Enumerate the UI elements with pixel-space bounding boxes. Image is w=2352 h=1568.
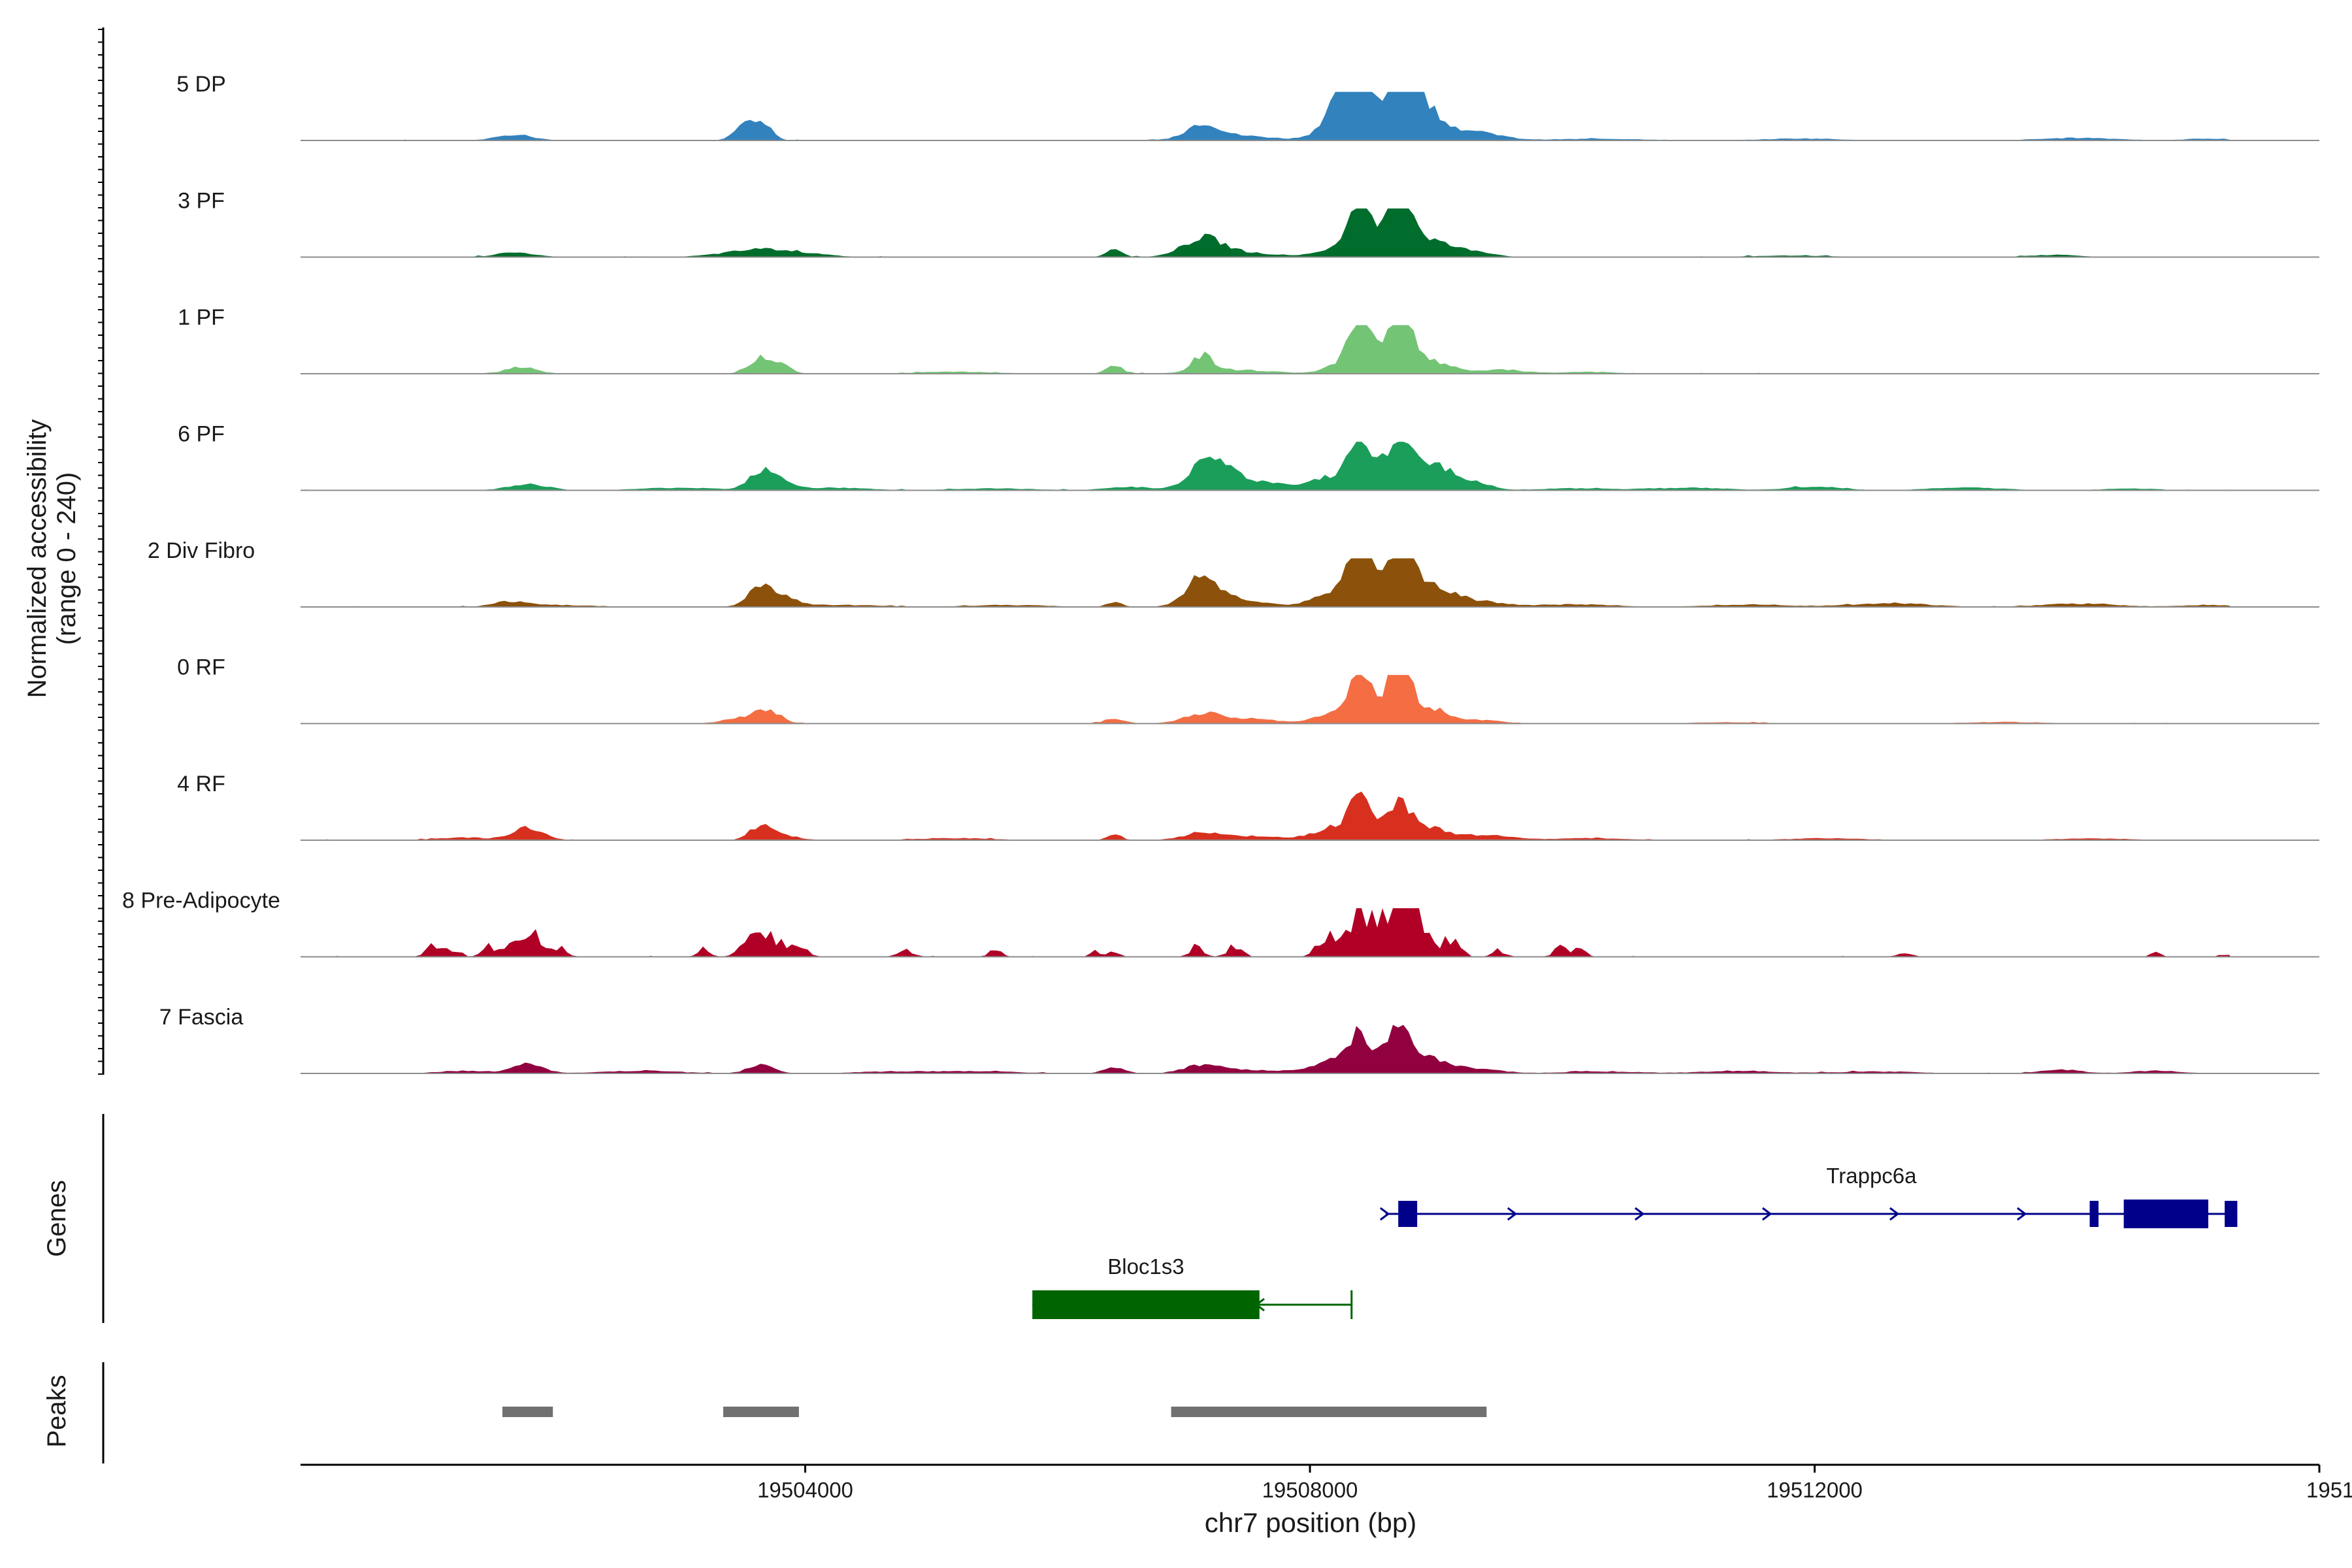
coverage-area xyxy=(301,675,2231,724)
strand-arrow xyxy=(1379,1207,1390,1221)
track-5-dp: 5 DP xyxy=(176,72,2319,141)
gene-trappc6a: Trappc6a xyxy=(1379,1164,2238,1228)
x-axis-title: chr7 position (bp) xyxy=(1205,1507,1417,1538)
exon xyxy=(2089,1201,2099,1227)
coverage-area xyxy=(301,558,2231,607)
coverage-area xyxy=(301,208,2231,257)
track-label: 1 PF xyxy=(178,305,225,330)
peak-region xyxy=(723,1407,799,1417)
track-6-pf: 6 PF xyxy=(178,422,2319,491)
track-label: 8 Pre-Adipocyte xyxy=(122,889,280,913)
strand-arrow xyxy=(2016,1207,2027,1221)
gene-bloc1s3: Bloc1s3 xyxy=(1032,1254,1353,1319)
track-label: 6 PF xyxy=(178,422,225,447)
exon xyxy=(2123,1200,2209,1228)
gene-name: Trappc6a xyxy=(1826,1164,1917,1188)
track-label: 5 DP xyxy=(176,72,226,97)
y-axis-title-line1: Normalized accessibility xyxy=(23,419,52,698)
x-axis: chr7 position (bp) 19504000 19508000 19512… xyxy=(301,1463,2352,1538)
track-2-div-fibro: 2 Div Fibro xyxy=(148,538,2319,608)
exon xyxy=(1032,1290,1260,1319)
peaks-panel-label: Peaks xyxy=(42,1375,71,1447)
x-tick-label: 19512000 xyxy=(1767,1478,1863,1502)
track-label: 7 Fascia xyxy=(159,1005,244,1030)
x-tick-label: 19516000 xyxy=(2306,1478,2352,1502)
x-tick-label: 19508000 xyxy=(1262,1478,1358,1502)
genes-panel: Genes Trappc6a Bloc1s3 xyxy=(42,1114,2238,1323)
coverage-area xyxy=(301,442,2231,491)
strand-arrow xyxy=(1634,1207,1645,1221)
strand-arrow xyxy=(1761,1207,1772,1221)
track-label: 3 PF xyxy=(178,189,225,214)
coverage-area xyxy=(301,908,2231,957)
x-tick-label: 19504000 xyxy=(757,1478,853,1502)
y-axis-left xyxy=(98,27,105,1075)
gene-name: Bloc1s3 xyxy=(1107,1254,1184,1279)
coverage-area xyxy=(301,325,2231,374)
track-0-rf: 0 RF xyxy=(177,655,2319,725)
track-8-pre-adipocyte: 8 Pre-Adipocyte xyxy=(122,889,2319,958)
peak-region xyxy=(1171,1407,1487,1417)
track-label: 2 Div Fibro xyxy=(148,538,255,563)
peak-region xyxy=(502,1407,553,1417)
peaks-panel: Peaks xyxy=(42,1362,1487,1463)
y-axis-title: Normalized accessibility (range 0 - 240) xyxy=(23,419,81,698)
strand-arrow xyxy=(1507,1207,1518,1221)
coverage-area xyxy=(301,91,2231,140)
track-1-pf: 1 PF xyxy=(178,305,2319,374)
track-label: 4 RF xyxy=(177,772,225,796)
track-7-fascia: 7 Fascia xyxy=(159,1005,2319,1074)
exon xyxy=(2225,1201,2238,1227)
y-axis-title-line2: (range 0 - 240) xyxy=(52,472,81,645)
track-3-pf: 3 PF xyxy=(178,189,2319,258)
coverage-area xyxy=(301,791,2231,840)
track-label: 0 RF xyxy=(177,655,225,680)
track-4-rf: 4 RF xyxy=(177,772,2319,841)
strand-arrow xyxy=(1889,1207,1900,1221)
exon xyxy=(1398,1201,1418,1227)
genes-panel-label: Genes xyxy=(42,1180,71,1257)
tracks-panel: 5 DP 3 PF 1 PF 6 PF 2 Div Fibro 0 RF 4 RF 8 Pre… xyxy=(122,72,2319,1074)
coverage-area xyxy=(301,1024,2231,1073)
